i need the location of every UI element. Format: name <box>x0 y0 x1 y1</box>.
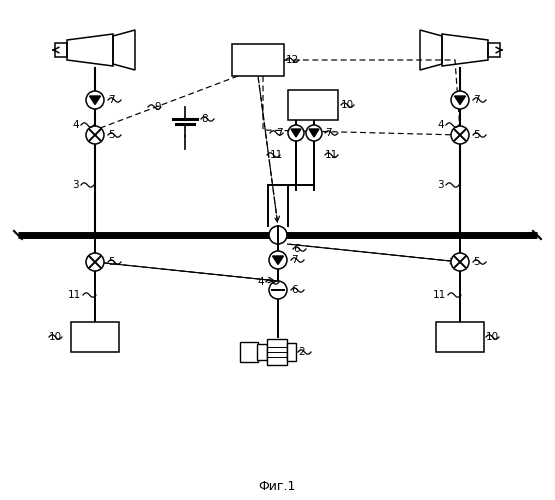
Circle shape <box>86 253 104 271</box>
Bar <box>267 339 287 365</box>
Circle shape <box>451 91 469 109</box>
Text: Фиг.1: Фиг.1 <box>258 480 296 492</box>
Bar <box>257 344 267 360</box>
Text: 3: 3 <box>437 180 444 190</box>
Circle shape <box>269 226 287 244</box>
Text: 10: 10 <box>49 332 62 342</box>
Text: 11: 11 <box>270 150 283 160</box>
Text: 7: 7 <box>108 95 115 105</box>
Text: 12: 12 <box>286 55 299 65</box>
Circle shape <box>269 251 287 269</box>
Text: 7: 7 <box>276 128 283 138</box>
Text: 6: 6 <box>291 285 297 295</box>
Circle shape <box>288 125 304 141</box>
Text: 3: 3 <box>72 180 79 190</box>
Text: 11: 11 <box>325 150 338 160</box>
Bar <box>240 342 258 362</box>
Circle shape <box>86 126 104 144</box>
Text: 5: 5 <box>108 257 115 267</box>
Polygon shape <box>273 256 284 264</box>
Bar <box>71 322 119 352</box>
Polygon shape <box>309 129 319 137</box>
Polygon shape <box>89 96 100 104</box>
Text: 7: 7 <box>291 255 297 265</box>
Text: 11: 11 <box>68 290 81 300</box>
Text: 5: 5 <box>473 130 480 140</box>
Text: 7: 7 <box>325 128 332 138</box>
Text: 8: 8 <box>201 114 208 124</box>
Circle shape <box>451 253 469 271</box>
Text: 5: 5 <box>108 130 115 140</box>
Text: 5: 5 <box>473 257 480 267</box>
Bar <box>288 90 338 120</box>
Text: 9: 9 <box>154 102 161 112</box>
Bar <box>436 322 484 352</box>
Circle shape <box>451 126 469 144</box>
Text: 10: 10 <box>341 100 354 110</box>
Text: 2: 2 <box>298 347 305 357</box>
Polygon shape <box>291 129 301 137</box>
Text: 6: 6 <box>293 244 300 254</box>
Circle shape <box>306 125 322 141</box>
Polygon shape <box>455 96 466 104</box>
Text: 4: 4 <box>72 120 79 130</box>
Text: 10: 10 <box>486 332 499 342</box>
Text: 11: 11 <box>433 290 446 300</box>
Circle shape <box>269 281 287 299</box>
Bar <box>232 44 284 76</box>
Circle shape <box>86 91 104 109</box>
Text: 7: 7 <box>473 95 480 105</box>
Text: 4: 4 <box>437 120 444 130</box>
Bar <box>287 343 296 361</box>
Text: 4: 4 <box>258 277 264 287</box>
